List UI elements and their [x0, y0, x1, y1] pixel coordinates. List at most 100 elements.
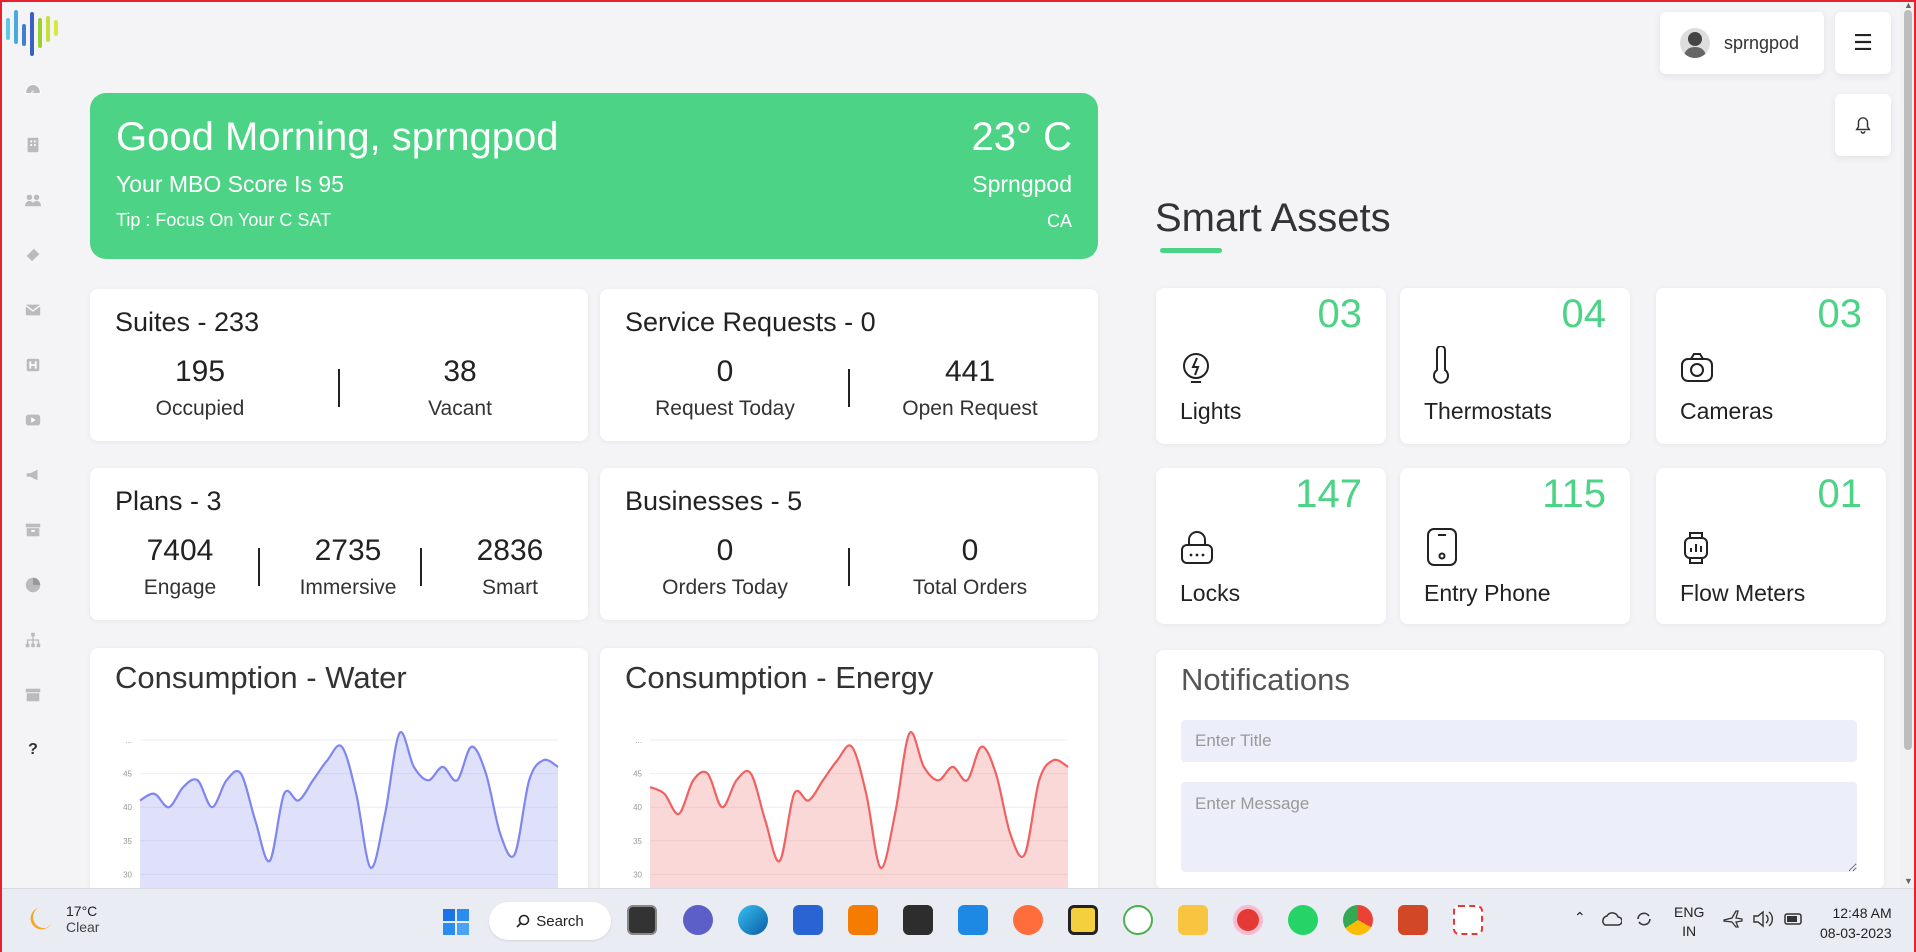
whatsapp-icon[interactable]	[1288, 905, 1318, 935]
megaphone-icon[interactable]	[22, 464, 44, 486]
page-scrollbar[interactable]: ▲ ▼	[1900, 0, 1916, 888]
mongodb-icon[interactable]	[1123, 905, 1153, 935]
archive-icon[interactable]	[22, 519, 44, 541]
terminal-icon[interactable]	[903, 905, 933, 935]
notification-title-input[interactable]	[1181, 720, 1857, 762]
battery-icon[interactable]	[1782, 909, 1804, 929]
app-logo[interactable]	[4, 6, 64, 56]
sync-icon[interactable]	[1634, 909, 1654, 929]
clock-date: 08-03-2023	[1820, 925, 1892, 941]
y-tick-label: 45	[123, 770, 132, 779]
edge-icon[interactable]	[738, 905, 768, 935]
engage-value: 7404	[146, 534, 214, 567]
task-view-icon[interactable]	[627, 905, 657, 935]
open-request-stat: 441 Open Request	[885, 355, 1055, 421]
suites-card[interactable]: Suites - 233 195 Occupied 38 Vacant	[90, 289, 588, 441]
sitemap-icon[interactable]	[22, 629, 44, 651]
search-label: Search	[536, 912, 584, 930]
language-indicator[interactable]: ENG IN	[1674, 903, 1704, 941]
vacant-value: 38	[443, 355, 477, 388]
service-requests-card[interactable]: Service Requests - 0 0 Request Today 441…	[600, 289, 1098, 441]
mail-icon[interactable]	[22, 299, 44, 321]
postman-icon[interactable]	[1013, 905, 1043, 935]
asset-cameras[interactable]: 03 Cameras	[1656, 288, 1886, 444]
user-profile-button[interactable]: sprngpod	[1660, 12, 1824, 74]
asset-label: Lights	[1180, 398, 1242, 424]
plans-title: Plans - 3	[115, 486, 222, 516]
smart-assets-title: Smart Assets	[1155, 196, 1391, 240]
y-tick-label: 30	[123, 870, 132, 879]
scroll-up-icon[interactable]: ▲	[1904, 0, 1913, 10]
onedrive-icon[interactable]	[1600, 911, 1622, 927]
help-icon[interactable]: ?	[28, 741, 38, 758]
clock-time: 12:48 AM	[1832, 905, 1892, 921]
occupied-value: 195	[174, 355, 226, 388]
pie-chart-icon[interactable]	[22, 574, 44, 596]
water-consumption-card[interactable]: Consumption - Water ...4540353025	[90, 648, 588, 898]
asset-locks[interactable]: 147 Locks	[1156, 468, 1386, 624]
screen-recorder-icon[interactable]	[1233, 905, 1263, 935]
greeting-title: Good Morning, sprngpod	[116, 115, 559, 159]
businesses-card[interactable]: Businesses - 5 0 Orders Today 0 Total Or…	[600, 468, 1098, 620]
vscode-icon[interactable]	[958, 905, 988, 935]
sticky-notes-icon[interactable]	[1068, 905, 1098, 935]
powerpoint-icon[interactable]	[1398, 905, 1428, 935]
asset-count: 01	[1817, 472, 1863, 516]
asset-label: Thermostats	[1424, 398, 1552, 424]
hamburger-menu-button[interactable]: ☰	[1835, 12, 1891, 74]
orders-today-label: Orders Today	[662, 576, 788, 599]
hotel-icon[interactable]	[22, 354, 44, 376]
snipping-tool-icon[interactable]	[1453, 905, 1483, 935]
asset-lights[interactable]: 03 Lights	[1156, 288, 1386, 444]
windows-start-icon[interactable]	[442, 908, 470, 936]
energy-consumption-card[interactable]: Consumption - Energy ...4540353025	[600, 648, 1098, 898]
immersive-value: 2735	[314, 534, 382, 567]
airplane-mode-icon[interactable]	[1722, 909, 1744, 929]
immersive-stat: 2735 Immersive	[278, 534, 418, 600]
taskbar-search-button[interactable]: Search	[489, 902, 611, 940]
y-tick-label: 35	[123, 837, 132, 846]
y-tick-label: 40	[123, 803, 132, 812]
water-chart: ...4540353025	[123, 731, 559, 898]
users-icon[interactable]	[22, 189, 44, 211]
y-tick-label: 35	[633, 837, 642, 846]
ticket-icon[interactable]	[22, 244, 44, 266]
energy-chart: ...4540353025	[633, 731, 1069, 898]
asset-thermostats[interactable]: 04 Thermostats	[1400, 288, 1630, 444]
total-orders-label: Total Orders	[912, 576, 1028, 599]
plans-card[interactable]: Plans - 3 7404 Engage 2735 Immersive 283…	[90, 468, 588, 620]
divider	[848, 369, 850, 407]
teams-chat-icon[interactable]	[683, 905, 713, 935]
file-explorer-icon[interactable]	[1178, 905, 1208, 935]
asset-entry-phone[interactable]: 115 Entry Phone	[1400, 468, 1630, 624]
smart-value: 2836	[476, 534, 544, 567]
store-icon[interactable]	[793, 905, 823, 935]
scrollbar-thumb[interactable]	[1904, 10, 1912, 750]
dashboard-icon[interactable]	[22, 79, 44, 101]
total-orders-value: 0	[961, 534, 979, 567]
notifications-bell-button[interactable]	[1835, 94, 1891, 156]
energy-consumption-title: Consumption - Energy	[625, 660, 934, 695]
system-clock[interactable]: 12:48 AM 08-03-2023	[1820, 903, 1892, 943]
weather-widget[interactable]: 17°C Clear	[26, 903, 99, 935]
service-requests-title: Service Requests - 0	[625, 307, 876, 337]
divider	[420, 548, 422, 586]
moon-icon	[30, 908, 52, 930]
video-icon[interactable]	[22, 409, 44, 431]
asset-flow-meters[interactable]: 01 Flow Meters	[1656, 468, 1886, 624]
asset-count: 03	[1317, 292, 1363, 336]
lightbulb-icon	[1183, 353, 1209, 383]
scroll-down-icon[interactable]: ▼	[1904, 876, 1913, 886]
asset-label: Cameras	[1680, 398, 1774, 424]
immersive-label: Immersive	[299, 576, 397, 599]
open-request-label: Open Request	[902, 397, 1038, 420]
xampp-icon[interactable]	[848, 905, 878, 935]
chrome-icon[interactable]	[1343, 905, 1373, 935]
notifications-panel: Notifications	[1156, 650, 1884, 890]
box-icon[interactable]	[22, 684, 44, 706]
chevron-up-icon[interactable]: ⌃	[1574, 909, 1586, 925]
volume-icon[interactable]	[1752, 909, 1774, 929]
building-icon[interactable]	[22, 134, 44, 156]
region: CA	[1046, 211, 1072, 231]
notification-message-input[interactable]	[1181, 782, 1857, 872]
